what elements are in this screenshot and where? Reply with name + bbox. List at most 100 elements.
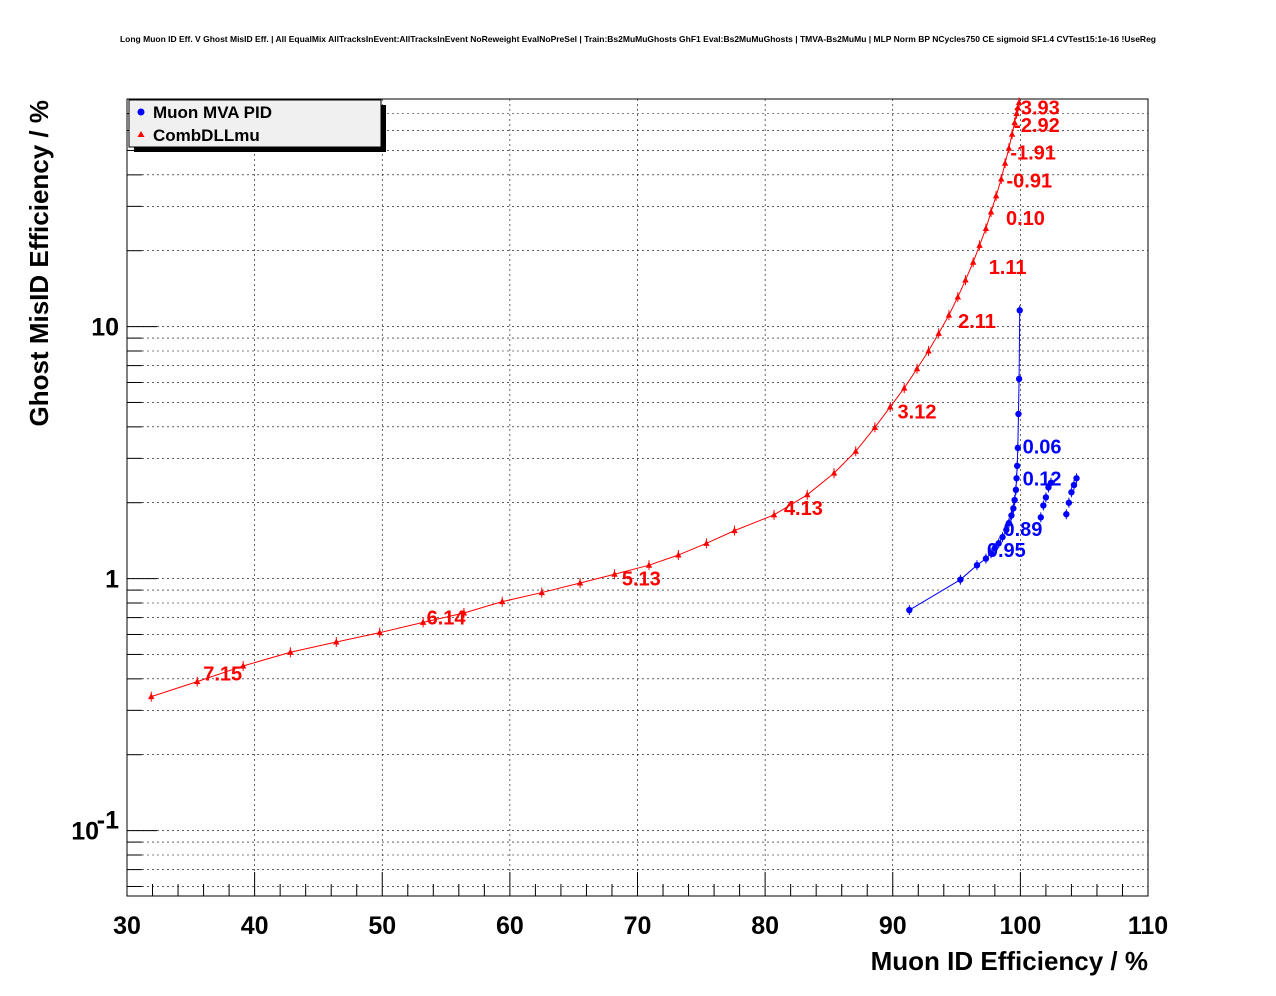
data-point-combdllmu xyxy=(871,423,879,430)
chart-title: Long Muon ID Eff. V Ghost MisID Eff. | A… xyxy=(120,34,1156,44)
x-tick-label: 80 xyxy=(751,912,779,940)
data-point-combdllmu xyxy=(982,225,990,232)
data-point-muon-mva-pid xyxy=(1010,505,1017,512)
y-tick-label: 10 xyxy=(71,818,99,846)
data-point-muon-mva-pid xyxy=(1015,375,1023,383)
data-point-muon-mva-pid xyxy=(1045,484,1052,491)
data-point-muon-mva-pid xyxy=(1016,307,1023,314)
data-point-combdllmu xyxy=(1005,144,1013,151)
x-tick-label: 110 xyxy=(1128,912,1168,940)
data-point-muon-mva-pid xyxy=(1037,514,1044,521)
data-point-muon-mva-pid xyxy=(1014,444,1022,452)
data-point-combdllmu xyxy=(945,311,953,318)
data-point-muon-mva-pid xyxy=(1047,479,1055,486)
y-axis-title: Ghost MisID Efficiency / % xyxy=(24,100,54,427)
cut-value-label: 0.89 xyxy=(1003,519,1042,541)
data-point-combdllmu xyxy=(1015,98,1023,105)
data-point-muon-mva-pid xyxy=(1042,494,1050,501)
data-point-combdllmu xyxy=(460,609,468,616)
legend: Muon MVA PID CombDLLmu xyxy=(128,99,386,152)
data-point-combdllmu xyxy=(969,258,977,265)
legend-label-muon-mva-pid: Muon MVA PID xyxy=(153,103,272,122)
y-tick-label-exponent: -1 xyxy=(97,807,119,835)
cut-value-label: 4.13 xyxy=(784,498,823,520)
x-tick-label: 60 xyxy=(496,912,524,940)
data-point-combdllmu xyxy=(287,648,294,655)
data-point-combdllmu xyxy=(987,208,995,215)
data-point-combdllmu xyxy=(976,241,983,248)
data-point-muon-mva-pid xyxy=(1068,489,1075,496)
data-point-combdllmu xyxy=(954,293,962,300)
cut-value-label: 0.10 xyxy=(1006,208,1045,230)
cut-value-label: 0.06 xyxy=(1023,436,1062,458)
data-point-muon-mva-pid xyxy=(1015,410,1022,418)
data-point-combdllmu xyxy=(770,511,778,518)
data-point-combdllmu xyxy=(852,447,859,454)
data-point-muon-mva-pid xyxy=(999,533,1006,541)
cut-value-label: 3.12 xyxy=(898,402,937,424)
cut-value-label: -0.91 xyxy=(1007,170,1053,192)
annotations: -3.93-2.92 -1.91 -0.91 0.10 1.11 2.11 3.12 4.13… xyxy=(203,98,1061,686)
cut-value-label: 5.13 xyxy=(622,569,661,591)
data-point-muon-mva-pid xyxy=(1013,475,1020,482)
data-point-combdllmu xyxy=(962,276,969,283)
data-point-combdllmu xyxy=(645,561,653,568)
data-point-muon-mva-pid xyxy=(973,561,981,569)
data-point-combdllmu xyxy=(913,365,921,372)
cut-value-label: 7.15 xyxy=(203,664,242,686)
data-point-combdllmu xyxy=(333,638,340,645)
data-point-combdllmu xyxy=(804,491,811,498)
data-point-combdllmu xyxy=(419,618,427,625)
data-point-combdllmu xyxy=(1013,110,1020,117)
data-point-combdllmu xyxy=(886,403,894,410)
data-point-combdllmu xyxy=(1011,119,1018,126)
data-point-muon-mva-pid xyxy=(1063,511,1070,518)
cut-value-label: 2.11 xyxy=(958,311,996,333)
cut-value-label: 0.12 xyxy=(1023,468,1062,490)
x-tick-label: 90 xyxy=(879,912,907,940)
data-point-combdllmu xyxy=(376,629,383,636)
data-point-combdllmu xyxy=(611,570,618,577)
data-point-combdllmu xyxy=(499,598,506,605)
data-point-combdllmu xyxy=(1008,130,1016,137)
legend-marker-muon-mva-pid xyxy=(137,108,145,116)
data-point-muon-mva-pid xyxy=(1013,462,1021,470)
data-point-combdllmu xyxy=(703,539,710,546)
data-point-combdllmu xyxy=(998,175,1005,182)
data-point-muon-mva-pid xyxy=(1005,519,1013,527)
legend-marker-combdllmu xyxy=(137,131,145,137)
data-point-combdllmu xyxy=(901,384,908,391)
data-point-muon-mva-pid xyxy=(1003,526,1010,534)
data-point-muon-mva-pid xyxy=(957,576,964,583)
x-tick-label: 30 xyxy=(113,912,141,940)
legend-box xyxy=(128,99,382,148)
data-point-muon-mva-pid xyxy=(1040,502,1047,509)
data-point-muon-mva-pid xyxy=(982,555,990,562)
data-point-combdllmu xyxy=(1014,104,1022,111)
cut-value-label: -1.91 xyxy=(1010,143,1056,165)
data-point-combdllmu xyxy=(239,662,247,669)
series-line-combdllmu xyxy=(151,102,1020,698)
cut-value-label: 1.11 xyxy=(989,257,1027,279)
data-point-muon-mva-pid xyxy=(991,544,999,552)
grid xyxy=(127,98,1148,896)
x-tick-label: 50 xyxy=(368,912,396,940)
cut-value-label: 6.14 xyxy=(427,608,467,630)
data-point-combdllmu xyxy=(731,527,738,534)
data-point-combdllmu xyxy=(925,347,932,354)
data-point-combdllmu xyxy=(193,678,201,685)
legend-label-combdllmu: CombDLLmu xyxy=(153,126,260,145)
data-point-muon-mva-pid xyxy=(995,540,1002,547)
x-tick-label: 70 xyxy=(624,912,652,940)
y-tick-label: 10 xyxy=(91,314,119,342)
x-tick-label: 100 xyxy=(1000,912,1042,940)
cut-value-label: 0.95 xyxy=(987,540,1026,562)
data-point-muon-mva-pid xyxy=(987,550,995,557)
data-point-muon-mva-pid xyxy=(1065,499,1073,506)
data-point-muon-mva-pid xyxy=(1070,481,1078,489)
x-tick-label: 40 xyxy=(241,912,269,940)
cut-value-label: -3.93 xyxy=(1014,98,1060,120)
data-point-combdllmu xyxy=(576,579,584,586)
